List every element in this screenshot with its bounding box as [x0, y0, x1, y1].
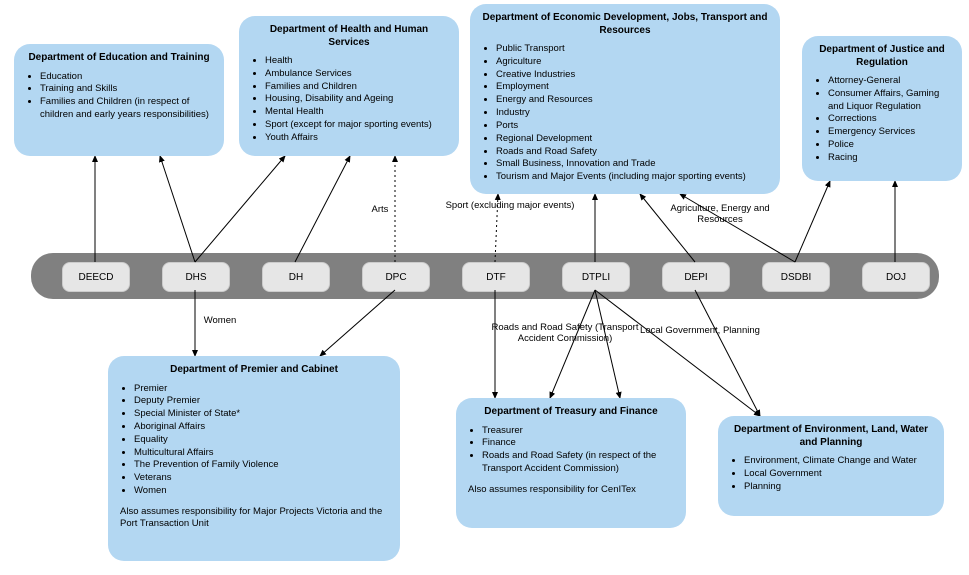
dept-list-item: Equality: [134, 434, 388, 447]
dept-list-item: The Prevention of Family Violence: [134, 459, 388, 472]
dept-footer: Also assumes responsibility for CenITex: [468, 484, 674, 496]
acro-label: DTPLI: [582, 272, 610, 283]
dept-list-item: Finance: [482, 437, 674, 450]
edge-label-lgp: Local Government, Planning: [640, 325, 760, 336]
dept-list: HealthAmbulance ServicesFamilies and Chi…: [251, 55, 447, 145]
acro-label: DTF: [486, 272, 505, 283]
acro-dh: DH: [262, 262, 330, 292]
acro-label: DEECD: [78, 272, 113, 283]
dept-list-item: Small Business, Innovation and Trade: [496, 158, 768, 171]
dept-list-item: Employment: [496, 81, 768, 94]
dept-list-item: Multicultural Affairs: [134, 447, 388, 460]
dept-list-item: Emergency Services: [828, 126, 950, 139]
dept-djr: Department of Justice and Regulation Att…: [802, 36, 962, 181]
dept-list-item: Industry: [496, 107, 768, 120]
dept-title: Department of Justice and Regulation: [814, 44, 950, 69]
dept-delwp: Department of Environment, Land, Water a…: [718, 416, 944, 516]
dept-list: PremierDeputy PremierSpecial Minister of…: [120, 383, 388, 498]
dept-list-item: Racing: [828, 152, 950, 165]
dept-list-item: Veterans: [134, 472, 388, 485]
dept-list-item: Aboriginal Affairs: [134, 421, 388, 434]
edge-label-rrs: Roads and Road Safety (Transport Acciden…: [490, 322, 640, 345]
dept-list-item: Corrections: [828, 113, 950, 126]
dept-list-item: Premier: [134, 383, 388, 396]
dept-list-item: Agriculture: [496, 56, 768, 69]
dept-list-item: Public Transport: [496, 43, 768, 56]
dept-list-item: Roads and Road Safety (in respect of the…: [482, 450, 674, 476]
dept-list-item: Ambulance Services: [265, 68, 447, 81]
acro-depi: DEPI: [662, 262, 730, 292]
dept-list-item: Special Minister of State*: [134, 408, 388, 421]
dept-dtf: Department of Treasury and Finance Treas…: [456, 398, 686, 528]
dept-list-item: Sport (except for major sporting events): [265, 119, 447, 132]
edge-label-aer: Agriculture, Energy and Resources: [660, 203, 780, 226]
dept-list-item: Families and Children (in respect of chi…: [40, 96, 212, 122]
dept-dedjtr: Department of Economic Development, Jobs…: [470, 4, 780, 194]
dept-list-item: Attorney-General: [828, 75, 950, 88]
dept-list-item: Education: [40, 71, 212, 84]
dept-title: Department of Health and Human Services: [251, 24, 447, 49]
dept-list-item: Planning: [744, 481, 932, 494]
dept-list: EducationTraining and SkillsFamilies and…: [26, 71, 212, 122]
dept-det: Department of Education and Training Edu…: [14, 44, 224, 156]
dept-list-item: Youth Affairs: [265, 132, 447, 145]
acro-label: DEPI: [684, 272, 707, 283]
dept-list-item: Families and Children: [265, 81, 447, 94]
dept-list-item: Consumer Affairs, Gaming and Liquor Regu…: [828, 88, 950, 114]
dept-list-item: Treasurer: [482, 425, 674, 438]
dept-list-item: Health: [265, 55, 447, 68]
dept-list-item: Creative Industries: [496, 69, 768, 82]
dept-list-item: Training and Skills: [40, 83, 212, 96]
diagram-container: DEECD DHS DH DPC DTF DTPLI DEPI DSDBI DO…: [0, 0, 969, 575]
edge-label-sport: Sport (excluding major events): [440, 200, 580, 211]
acro-label: DH: [289, 272, 303, 283]
acro-dsdbi: DSDBI: [762, 262, 830, 292]
acro-label: DOJ: [886, 272, 906, 283]
dept-dhhs: Department of Health and Human Services …: [239, 16, 459, 156]
dept-list-item: Local Government: [744, 468, 932, 481]
dept-title: Department of Education and Training: [26, 52, 212, 65]
acro-dtf: DTF: [462, 262, 530, 292]
edge-label-arts: Arts: [360, 204, 400, 215]
acro-label: DHS: [185, 272, 206, 283]
dept-list: TreasurerFinanceRoads and Road Safety (i…: [468, 425, 674, 476]
acro-label: DPC: [385, 272, 406, 283]
dept-footer: Also assumes responsibility for Major Pr…: [120, 506, 388, 531]
acro-doj: DOJ: [862, 262, 930, 292]
dept-list-item: Housing, Disability and Ageing: [265, 93, 447, 106]
dept-list: Attorney-GeneralConsumer Affairs, Gaming…: [814, 75, 950, 165]
dept-title: Department of Premier and Cabinet: [120, 364, 388, 377]
acro-label: DSDBI: [781, 272, 812, 283]
dept-list: Environment, Climate Change and WaterLoc…: [730, 455, 932, 493]
dept-list-item: Energy and Resources: [496, 94, 768, 107]
acro-dpc: DPC: [362, 262, 430, 292]
acro-deecd: DEECD: [62, 262, 130, 292]
dept-list: Public TransportAgricultureCreative Indu…: [482, 43, 768, 184]
dept-list-item: Police: [828, 139, 950, 152]
dept-list-item: Regional Development: [496, 133, 768, 146]
dept-title: Department of Treasury and Finance: [468, 406, 674, 419]
dept-list-item: Tourism and Major Events (including majo…: [496, 171, 768, 184]
acro-dtpli: DTPLI: [562, 262, 630, 292]
dept-title: Department of Economic Development, Jobs…: [482, 12, 768, 37]
dept-list-item: Ports: [496, 120, 768, 133]
dept-list-item: Environment, Climate Change and Water: [744, 455, 932, 468]
dept-dpc: Department of Premier and Cabinet Premie…: [108, 356, 400, 561]
dept-list-item: Deputy Premier: [134, 395, 388, 408]
dept-list-item: Mental Health: [265, 106, 447, 119]
dept-list-item: Women: [134, 485, 388, 498]
acro-dhs: DHS: [162, 262, 230, 292]
dept-title: Department of Environment, Land, Water a…: [730, 424, 932, 449]
edge-label-women: Women: [195, 315, 245, 326]
dept-list-item: Roads and Road Safety: [496, 146, 768, 159]
